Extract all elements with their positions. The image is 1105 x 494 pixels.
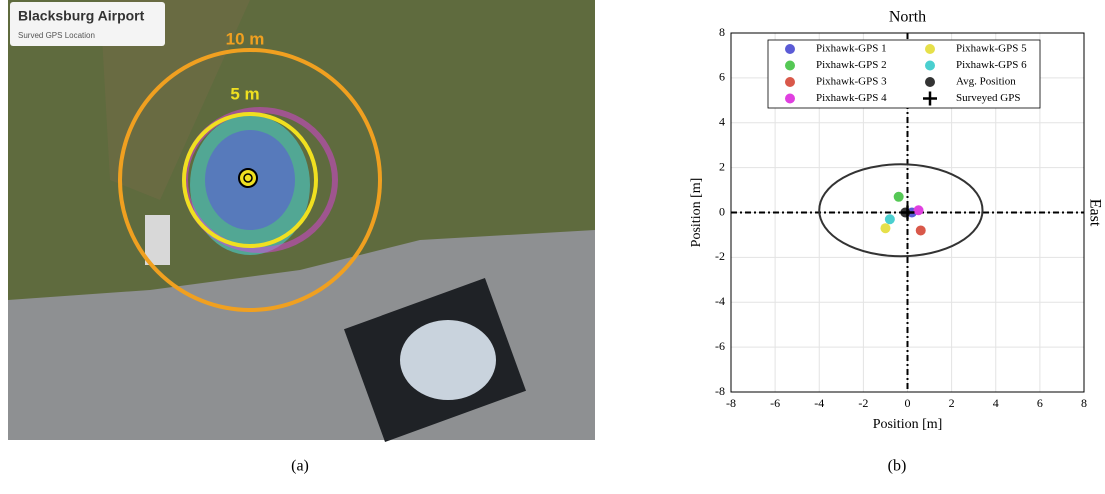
target	[238, 168, 258, 188]
dirt	[100, 0, 250, 200]
x-tick-label: 4	[993, 396, 999, 410]
point	[880, 223, 891, 234]
point	[925, 77, 935, 87]
x-tick-label: 6	[1037, 396, 1043, 410]
ring-label: 5 m	[230, 84, 259, 103]
target	[243, 173, 253, 183]
caption: (a)	[291, 458, 309, 475]
legend-label: Pixhawk-GPS 3	[816, 76, 887, 88]
legend-label: Pixhawk-GPS 2	[816, 59, 887, 71]
aerial-image: 10 m 5 m Blacksburg Airport Surved GPS L…	[8, 0, 595, 443]
caption: (b)	[888, 458, 907, 475]
info-subtitle: Surved GPS Location	[18, 31, 95, 40]
chart: -8 -6 -4 -2 0 2 4 6 8 -8 -6 -4 -2 0 2 4 6 8 Pixhawk-GPS 1 P…	[689, 9, 1103, 475]
y-tick-label: -8	[715, 384, 725, 398]
x-tick-label: -2	[858, 396, 868, 410]
x-tick-label: -6	[770, 396, 780, 410]
legend-label: Avg. Position	[956, 76, 1016, 88]
ring-label: 10 m	[226, 29, 265, 48]
y-tick-label: 8	[719, 25, 725, 39]
point	[893, 191, 904, 202]
x-tick-label: 2	[949, 396, 955, 410]
x-tick-label: -8	[726, 396, 736, 410]
point	[785, 93, 795, 104]
inner-ring	[182, 112, 318, 248]
legend-label: Surveyed GPS	[956, 92, 1020, 104]
legend-box	[767, 39, 1041, 109]
y-axis-label: Position [m]	[689, 178, 704, 248]
y-tick-label: -6	[715, 339, 725, 353]
y-tick-label: -2	[715, 249, 725, 263]
dome	[400, 320, 496, 400]
x-axis-label: Position [m]	[873, 417, 943, 432]
info-title: Blacksburg Airport	[18, 8, 145, 24]
chart-title: North	[889, 9, 926, 26]
plot-frame	[730, 32, 1085, 393]
legend-label: Pixhawk-GPS 1	[816, 43, 887, 55]
legend-label: Pixhawk-GPS 4	[816, 92, 887, 104]
y-tick-label: -4	[715, 294, 725, 308]
info-box	[10, 2, 165, 46]
point	[785, 77, 795, 87]
x-tick-label: -4	[814, 396, 824, 410]
point	[925, 44, 935, 54]
point	[925, 60, 935, 71]
y-tick-label: 4	[719, 115, 725, 129]
y-tick-label: 0	[719, 204, 725, 218]
point	[923, 91, 937, 106]
legend-label: Pixhawk-GPS 5	[956, 43, 1027, 55]
y-tick-label: 6	[719, 70, 725, 84]
point	[785, 44, 795, 54]
y-tick-label: 2	[719, 159, 725, 173]
x-tick-label: 0	[905, 396, 911, 410]
legend-label: Pixhawk-GPS 6	[956, 59, 1027, 71]
vehicle	[145, 215, 170, 265]
point	[913, 205, 924, 216]
point	[785, 60, 795, 71]
point	[915, 225, 926, 236]
point	[900, 205, 915, 220]
outer-ring	[118, 48, 382, 312]
point	[884, 214, 895, 225]
right-label: East	[1086, 199, 1103, 227]
x-tick-label: 8	[1081, 396, 1087, 410]
error-ellipse	[818, 163, 984, 258]
